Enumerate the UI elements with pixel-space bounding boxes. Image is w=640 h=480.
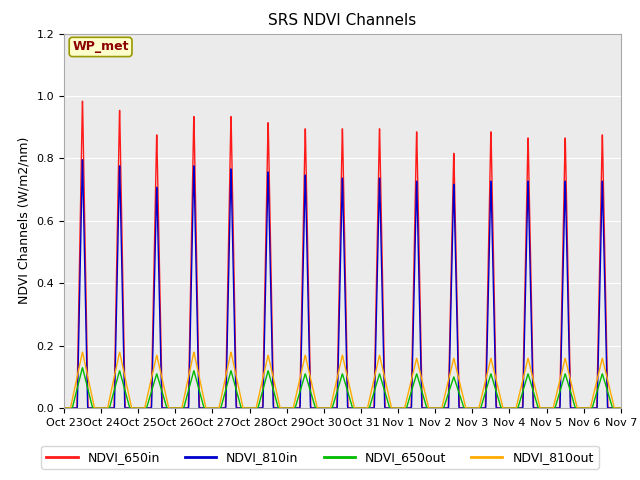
NDVI_810in xyxy=(79,157,86,163)
NDVI_650in xyxy=(298,297,306,303)
NDVI_650in xyxy=(274,405,282,411)
NDVI_650in xyxy=(617,405,625,411)
NDVI_650in xyxy=(124,405,132,411)
Legend: NDVI_650in, NDVI_810in, NDVI_650out, NDVI_810out: NDVI_650in, NDVI_810in, NDVI_650out, NDV… xyxy=(41,446,599,469)
NDVI_810in xyxy=(298,325,306,331)
NDVI_810out xyxy=(546,405,554,411)
NDVI_810in xyxy=(157,354,164,360)
NDVI_810out xyxy=(60,405,68,411)
NDVI_810out xyxy=(617,405,625,411)
NDVI_810out xyxy=(157,370,164,375)
NDVI_810in xyxy=(606,405,614,411)
Line: NDVI_650in: NDVI_650in xyxy=(64,101,621,408)
NDVI_650in xyxy=(546,405,554,411)
Y-axis label: NDVI Channels (W/m2/nm): NDVI Channels (W/m2/nm) xyxy=(18,137,31,304)
NDVI_650in xyxy=(606,405,614,411)
Line: NDVI_810in: NDVI_810in xyxy=(64,160,621,408)
NDVI_650out xyxy=(60,405,68,411)
NDVI_650in xyxy=(157,327,164,333)
NDVI_810out xyxy=(274,394,282,400)
NDVI_650in xyxy=(79,98,86,104)
NDVI_810out xyxy=(606,387,614,393)
Text: WP_met: WP_met xyxy=(72,40,129,53)
NDVI_650in xyxy=(60,405,68,411)
NDVI_810in xyxy=(546,405,554,411)
Title: SRS NDVI Channels: SRS NDVI Channels xyxy=(268,13,417,28)
NDVI_650out xyxy=(157,384,164,390)
NDVI_650out xyxy=(617,405,625,411)
NDVI_810out xyxy=(79,349,86,355)
NDVI_810out xyxy=(124,387,132,393)
Line: NDVI_810out: NDVI_810out xyxy=(64,352,621,408)
NDVI_810in xyxy=(60,405,68,411)
Line: NDVI_650out: NDVI_650out xyxy=(64,368,621,408)
NDVI_650out xyxy=(124,397,132,403)
NDVI_810in xyxy=(274,405,282,411)
NDVI_810in xyxy=(617,405,625,411)
NDVI_650out xyxy=(274,403,282,408)
NDVI_650out xyxy=(546,405,554,411)
NDVI_810out xyxy=(298,367,306,373)
NDVI_650out xyxy=(298,383,306,388)
NDVI_650out xyxy=(606,397,614,403)
NDVI_650out xyxy=(79,365,86,371)
NDVI_810in xyxy=(124,405,132,411)
